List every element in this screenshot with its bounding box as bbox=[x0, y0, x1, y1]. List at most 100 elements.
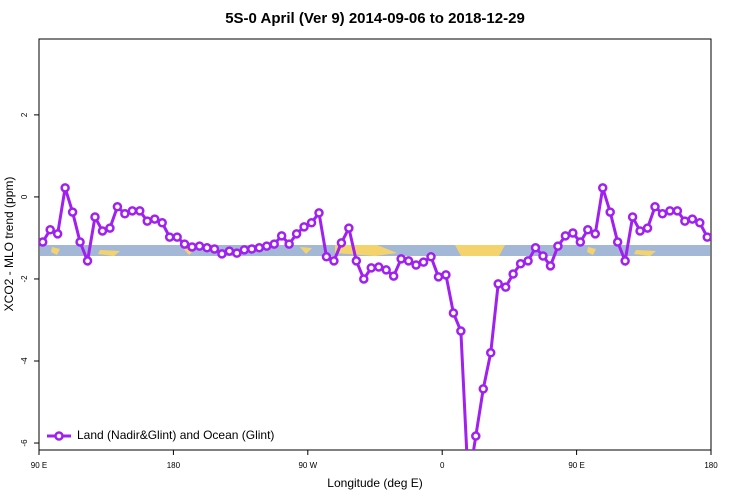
data-point bbox=[553, 241, 563, 251]
data-point bbox=[97, 226, 108, 236]
data-point bbox=[366, 263, 377, 273]
x-tick-label: 180 bbox=[167, 461, 181, 470]
data-point bbox=[485, 348, 496, 358]
data-point bbox=[493, 279, 503, 289]
data-point bbox=[359, 274, 369, 284]
data-point bbox=[276, 231, 287, 241]
data-point bbox=[478, 384, 489, 394]
data-point bbox=[575, 237, 586, 247]
chart-title: 5S-0 April (Ver 9) 2014-09-06 to 2018-12… bbox=[225, 10, 525, 27]
data-point bbox=[172, 232, 182, 242]
data-point bbox=[254, 243, 265, 253]
data-point bbox=[202, 243, 212, 253]
x-tick-label: 180 bbox=[704, 461, 718, 470]
data-point bbox=[597, 183, 608, 193]
data-point bbox=[403, 256, 414, 266]
data-point bbox=[75, 237, 85, 247]
data-point bbox=[530, 243, 541, 253]
data-point bbox=[381, 265, 391, 275]
data-point bbox=[612, 237, 623, 247]
data-point bbox=[396, 254, 406, 264]
data-point bbox=[448, 308, 459, 318]
data-point bbox=[284, 239, 294, 249]
y-tick-label: 0 bbox=[20, 194, 29, 199]
data-point bbox=[52, 229, 63, 239]
data-point bbox=[523, 256, 533, 266]
data-point bbox=[657, 208, 668, 219]
data-point bbox=[538, 251, 548, 261]
data-point bbox=[224, 246, 235, 256]
data-point bbox=[120, 208, 130, 219]
data-point bbox=[560, 231, 571, 241]
data-point bbox=[314, 208, 324, 218]
data-point bbox=[60, 183, 70, 193]
data-point bbox=[441, 270, 451, 280]
x-tick-label: 90 E bbox=[31, 461, 47, 470]
data-point bbox=[635, 226, 645, 236]
legend-label: Land (Nadir&Glint) and Ocean (Glint) bbox=[77, 428, 274, 442]
data-point bbox=[164, 232, 175, 242]
data-point bbox=[90, 212, 100, 222]
data-point bbox=[142, 216, 153, 226]
data-point bbox=[112, 202, 123, 212]
data-point bbox=[426, 252, 436, 262]
data-point bbox=[157, 218, 167, 228]
x-axis-label: Longitude (deg E) bbox=[327, 476, 422, 490]
data-point bbox=[433, 272, 444, 282]
y-tick-label: -6 bbox=[20, 439, 29, 447]
data-point bbox=[232, 248, 242, 258]
data-point bbox=[620, 256, 630, 266]
data-point bbox=[291, 229, 302, 239]
x-tick-label: 90 W bbox=[298, 461, 317, 470]
data-point bbox=[149, 214, 160, 224]
map-strip bbox=[40, 245, 710, 256]
data-point bbox=[67, 207, 78, 217]
data-point bbox=[418, 257, 429, 267]
x-tick-label: 0 bbox=[440, 461, 445, 470]
data-point bbox=[500, 282, 511, 292]
data-point bbox=[590, 229, 601, 239]
data-point bbox=[665, 206, 675, 216]
data-point bbox=[321, 252, 332, 262]
y-tick-label: -4 bbox=[20, 357, 29, 365]
data-point bbox=[680, 216, 690, 226]
data-point bbox=[627, 212, 638, 222]
legend-marker bbox=[54, 431, 64, 441]
y-axis-label: XCO2 - MLO trend (ppm) bbox=[2, 177, 16, 312]
data-point bbox=[605, 207, 615, 217]
data-point bbox=[45, 224, 55, 235]
data-point bbox=[217, 249, 227, 259]
data-point bbox=[508, 269, 518, 279]
data-point bbox=[471, 431, 481, 441]
data-point bbox=[336, 238, 347, 248]
data-point bbox=[695, 218, 705, 228]
data-point bbox=[39, 237, 48, 247]
data-point bbox=[456, 326, 466, 336]
data-point bbox=[702, 232, 711, 242]
data-point bbox=[135, 206, 145, 216]
data-point bbox=[299, 222, 309, 232]
data-point bbox=[269, 239, 279, 249]
data-point bbox=[568, 228, 578, 238]
data-point bbox=[545, 261, 556, 271]
data-point bbox=[388, 271, 399, 281]
data-point bbox=[329, 256, 339, 266]
data-point bbox=[465, 481, 472, 488]
x-tick-label: 90 E bbox=[568, 461, 584, 470]
data-point bbox=[82, 256, 93, 266]
data-point bbox=[351, 256, 362, 266]
data-point bbox=[187, 242, 197, 252]
data-point bbox=[411, 260, 421, 270]
data-point bbox=[515, 259, 526, 269]
data-point bbox=[209, 244, 220, 254]
data-point bbox=[239, 245, 250, 255]
data-point bbox=[344, 223, 354, 233]
data-point bbox=[105, 223, 115, 233]
data-point bbox=[672, 206, 683, 216]
y-tick-label: -2 bbox=[20, 275, 29, 283]
data-point bbox=[194, 241, 205, 251]
data-point bbox=[247, 244, 257, 254]
data-point bbox=[373, 262, 384, 272]
data-point bbox=[261, 241, 272, 251]
